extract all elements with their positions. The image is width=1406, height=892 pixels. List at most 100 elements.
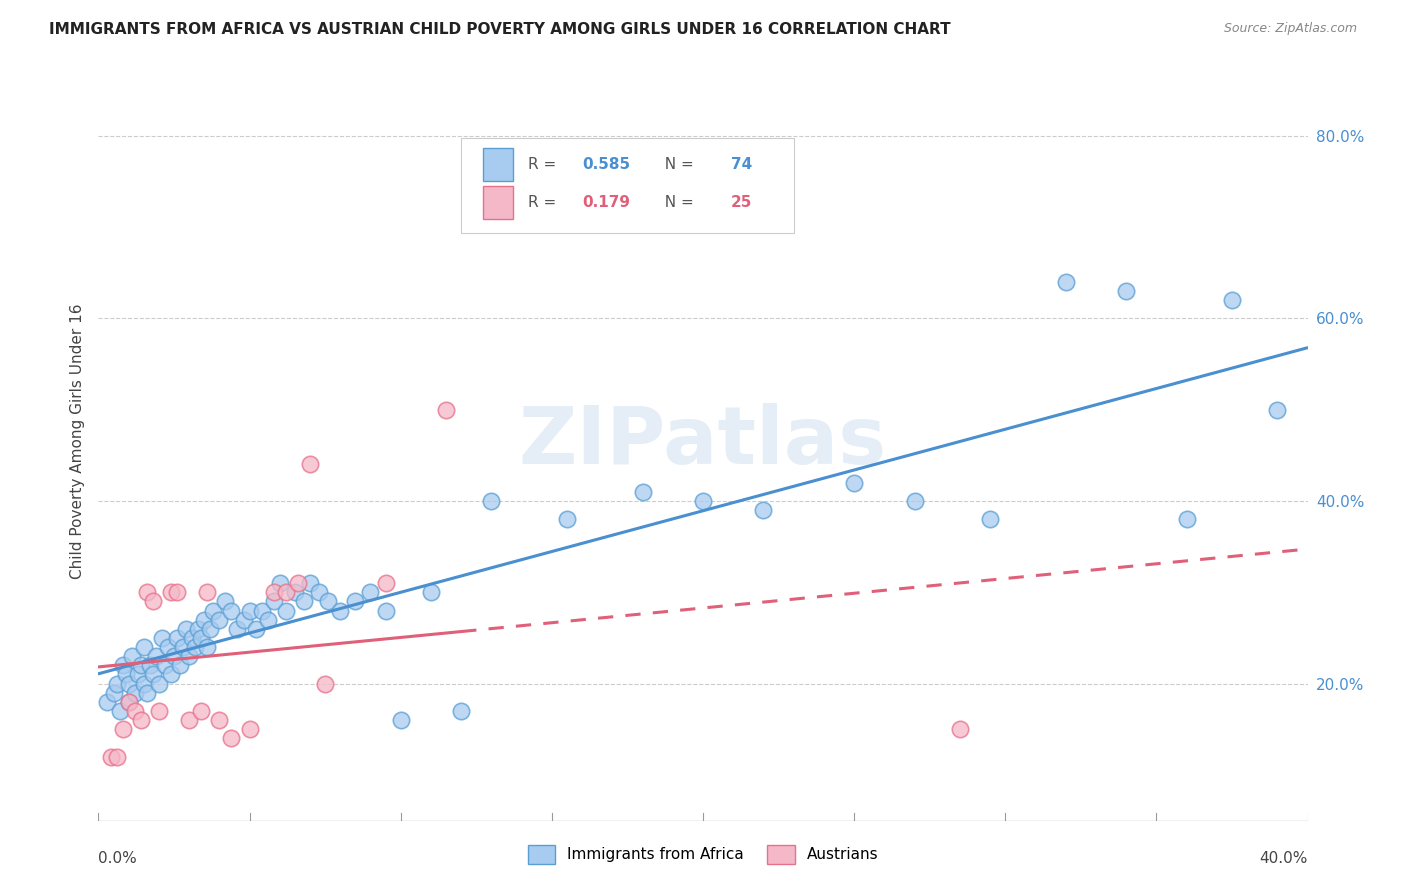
Point (239, 603, 262, 617)
FancyBboxPatch shape (461, 138, 793, 233)
Point (329, 603, 352, 617)
Point (129, 713, 152, 727)
Point (481, 494, 503, 508)
Point (314, 676, 336, 690)
Point (127, 667, 149, 681)
Point (114, 667, 136, 681)
Point (124, 686, 146, 700)
Point (232, 613, 254, 627)
Point (245, 622, 267, 636)
Point (631, 484, 654, 499)
Y-axis label: Child Poverty Among Girls Under 16: Child Poverty Among Girls Under 16 (69, 304, 84, 579)
Point (121, 649, 143, 664)
Point (949, 723, 972, 737)
Point (1267, 402, 1289, 417)
Point (148, 676, 170, 690)
Point (105, 749, 128, 764)
Point (150, 631, 173, 645)
Point (100, 749, 122, 764)
Point (145, 649, 167, 664)
Text: 0.179: 0.179 (582, 195, 630, 211)
Point (692, 494, 714, 508)
Legend: Immigrants from Africa, Austrians: Immigrants from Africa, Austrians (522, 839, 884, 870)
Point (1175, 512, 1198, 526)
Point (256, 613, 278, 627)
Point (292, 594, 315, 608)
Point (208, 713, 231, 727)
Point (118, 695, 141, 709)
Text: IMMIGRANTS FROM AFRICA VS AUSTRIAN CHILD POVERTY AMONG GIRLS UNDER 16 CORRELATIO: IMMIGRANTS FROM AFRICA VS AUSTRIAN CHILD… (49, 22, 950, 37)
Point (181, 631, 204, 645)
Point (374, 576, 396, 591)
Point (239, 723, 262, 737)
Point (132, 640, 155, 654)
Point (103, 686, 125, 700)
Point (142, 594, 165, 608)
Point (208, 613, 231, 627)
Point (274, 603, 297, 617)
Point (263, 585, 285, 599)
Point (156, 640, 179, 654)
Point (124, 704, 146, 718)
Point (1054, 275, 1077, 289)
Text: 0.585: 0.585 (582, 157, 630, 172)
FancyBboxPatch shape (482, 148, 513, 181)
Point (179, 649, 201, 664)
Point (316, 594, 339, 608)
Text: R =: R = (527, 157, 561, 172)
Point (135, 686, 157, 700)
Point (160, 667, 183, 681)
Point (129, 658, 152, 673)
Text: N =: N = (655, 195, 699, 211)
Point (221, 731, 243, 746)
Point (174, 622, 197, 636)
Point (179, 713, 201, 727)
Point (374, 603, 396, 617)
Point (844, 475, 866, 490)
Point (269, 576, 291, 591)
Point (1115, 284, 1137, 298)
Point (308, 585, 330, 599)
Text: N =: N = (655, 157, 699, 172)
Point (434, 402, 457, 417)
Point (105, 676, 128, 690)
Text: Source: ZipAtlas.com: Source: ZipAtlas.com (1223, 22, 1357, 36)
Point (139, 658, 162, 673)
Point (979, 512, 1001, 526)
Point (904, 494, 927, 508)
Point (221, 603, 243, 617)
Text: 40.0%: 40.0% (1260, 851, 1308, 866)
Point (450, 704, 472, 718)
Point (1220, 293, 1243, 307)
Point (163, 649, 186, 664)
Point (214, 594, 236, 608)
Point (360, 585, 382, 599)
Text: R =: R = (527, 195, 561, 211)
Point (184, 640, 207, 654)
Point (752, 503, 775, 517)
Point (148, 704, 170, 718)
Point (118, 676, 141, 690)
Point (299, 458, 322, 472)
Text: 25: 25 (731, 195, 752, 211)
Text: ZIPatlas: ZIPatlas (519, 402, 887, 481)
Point (200, 622, 222, 636)
Point (190, 704, 212, 718)
Point (287, 576, 309, 591)
Point (202, 603, 225, 617)
FancyBboxPatch shape (482, 186, 513, 219)
Point (166, 631, 188, 645)
Point (166, 585, 188, 599)
Point (284, 585, 307, 599)
Point (108, 704, 131, 718)
Point (187, 622, 209, 636)
Point (160, 585, 183, 599)
Point (299, 576, 322, 591)
Point (195, 640, 218, 654)
Point (153, 658, 176, 673)
Point (132, 676, 155, 690)
Point (172, 640, 194, 654)
Text: 0.0%: 0.0% (98, 851, 138, 866)
Point (195, 585, 218, 599)
Point (274, 585, 297, 599)
